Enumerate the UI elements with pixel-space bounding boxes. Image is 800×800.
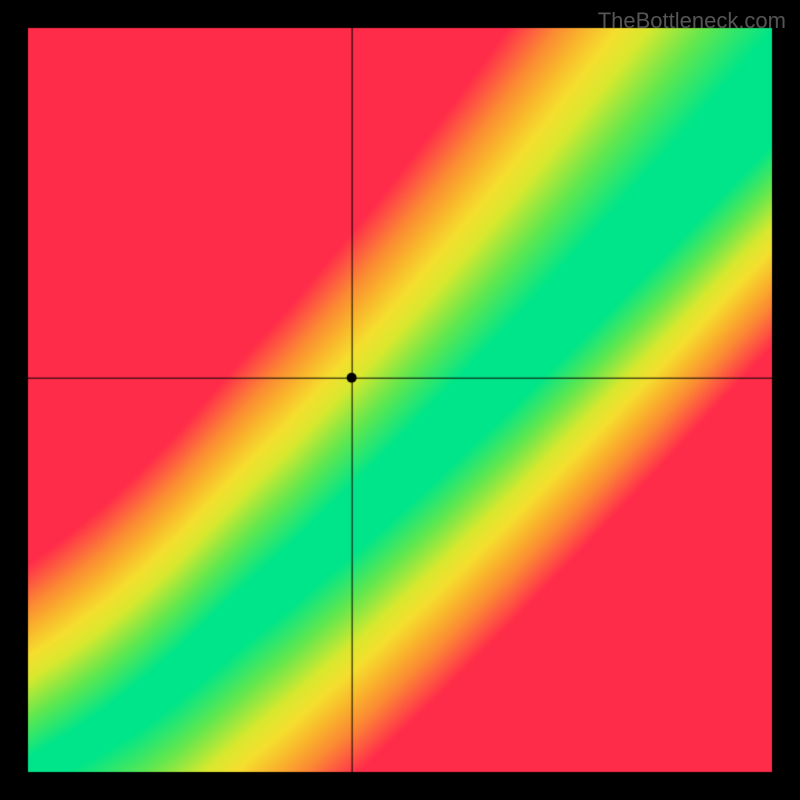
watermark-text: TheBottleneck.com: [598, 8, 786, 34]
bottleneck-heatmap-chart: TheBottleneck.com: [0, 0, 800, 800]
heatmap-canvas: [0, 0, 800, 800]
